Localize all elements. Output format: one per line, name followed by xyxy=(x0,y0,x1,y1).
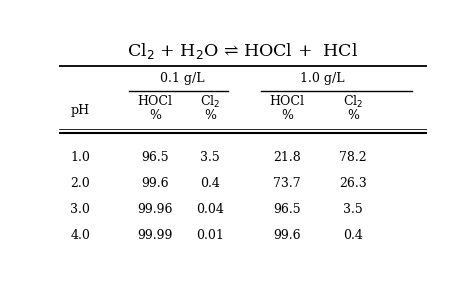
Text: 4.0: 4.0 xyxy=(70,229,90,242)
Text: 3.5: 3.5 xyxy=(343,203,363,216)
Text: 99.6: 99.6 xyxy=(141,177,169,190)
Text: HOCl: HOCl xyxy=(137,95,172,108)
Text: 0.4: 0.4 xyxy=(343,229,363,242)
Text: 2.0: 2.0 xyxy=(70,177,90,190)
Text: 99.99: 99.99 xyxy=(137,229,173,242)
Text: 96.5: 96.5 xyxy=(273,203,301,216)
Text: 1.0: 1.0 xyxy=(70,151,90,164)
Text: 99.96: 99.96 xyxy=(137,203,173,216)
Text: 0.1 g/L: 0.1 g/L xyxy=(160,72,205,85)
Text: 3.0: 3.0 xyxy=(70,203,90,216)
Text: 0.4: 0.4 xyxy=(200,177,220,190)
Text: %: % xyxy=(281,108,293,122)
Text: Cl$_2$ + H$_2$O ⇌ HOCl +  HCl: Cl$_2$ + H$_2$O ⇌ HOCl + HCl xyxy=(128,41,358,61)
Text: 73.7: 73.7 xyxy=(273,177,301,190)
Text: 3.5: 3.5 xyxy=(200,151,220,164)
Text: %: % xyxy=(204,108,216,122)
Text: 21.8: 21.8 xyxy=(273,151,301,164)
Text: Cl$_2$: Cl$_2$ xyxy=(343,94,363,110)
Text: pH: pH xyxy=(70,104,90,117)
Text: %: % xyxy=(149,108,161,122)
Text: 0.04: 0.04 xyxy=(196,203,224,216)
Text: 26.3: 26.3 xyxy=(339,177,367,190)
Text: 96.5: 96.5 xyxy=(141,151,169,164)
Text: %: % xyxy=(347,108,359,122)
Text: Cl$_2$: Cl$_2$ xyxy=(200,94,220,110)
Text: 0.01: 0.01 xyxy=(196,229,224,242)
Text: 1.0 g/L: 1.0 g/L xyxy=(300,72,344,85)
Text: HOCl: HOCl xyxy=(270,95,304,108)
Text: 78.2: 78.2 xyxy=(339,151,367,164)
Text: 99.6: 99.6 xyxy=(273,229,301,242)
